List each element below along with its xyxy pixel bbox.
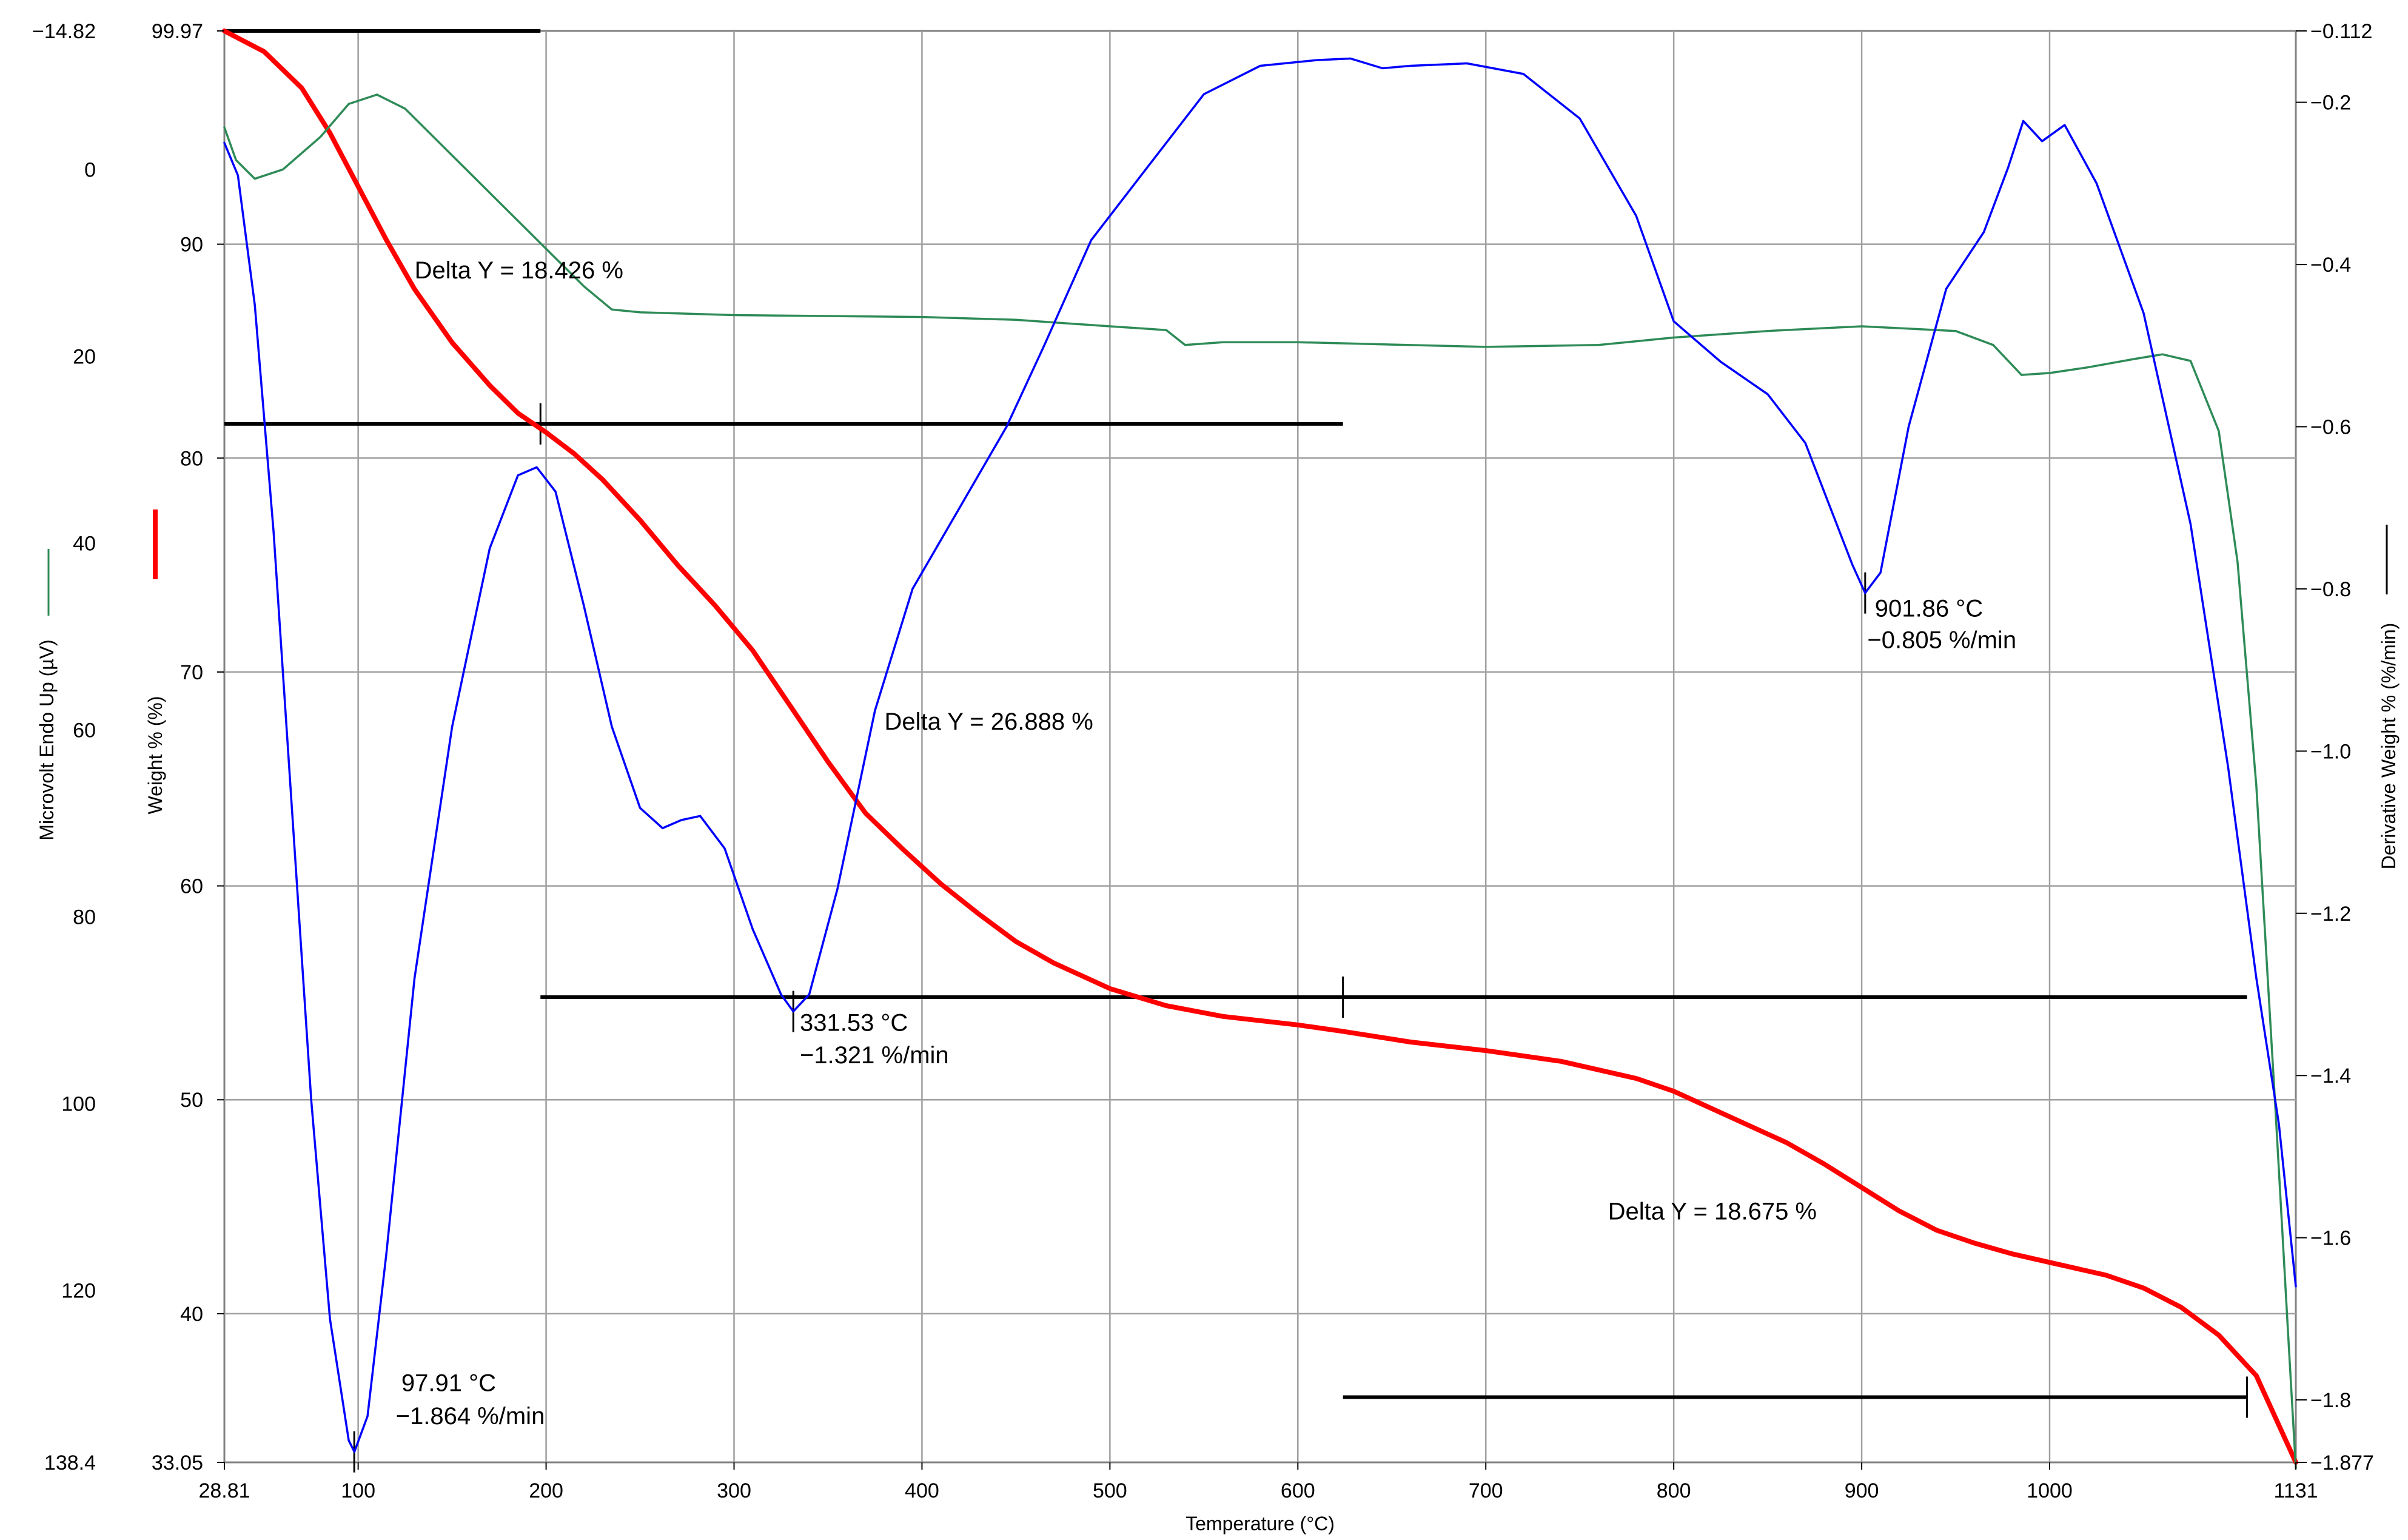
derivative-tick-label: −1.0 <box>2310 740 2351 763</box>
weight-tick-label: 50 <box>180 1089 203 1112</box>
x-tick-label: 100 <box>341 1479 375 1502</box>
weight-tick-label: 40 <box>180 1303 203 1326</box>
microvolt-tick-label: 20 <box>73 345 96 368</box>
axis-titles: Temperature (°C) Microvolt Endo Up (µV) We… <box>36 509 2400 1535</box>
weight-tick-label: 33.05 <box>152 1451 203 1474</box>
weight-tick-label: 90 <box>180 234 203 257</box>
series-layer <box>222 29 2298 1469</box>
microvolt-series-line <box>223 93 2297 1469</box>
annotation-label: Delta Y = 18.675 % <box>1608 1199 1817 1225</box>
microvolt-tick-label: 80 <box>73 906 96 929</box>
x-tick-label: 1131 <box>2273 1479 2318 1502</box>
derivative-tick-label: −0.112 <box>2310 20 2372 43</box>
microvolt-tick-label: 100 <box>61 1093 96 1116</box>
grid <box>224 31 2296 1462</box>
x-tick-label: 300 <box>717 1479 751 1502</box>
x-tick-label: 600 <box>1281 1479 1315 1502</box>
x-tick-label: 800 <box>1657 1479 1691 1502</box>
derivative-tick-label: −0.2 <box>2310 92 2351 115</box>
annotation-label: Delta Y = 26.888 % <box>884 708 1093 735</box>
weight-tick-label: 60 <box>180 875 203 898</box>
derivative-tick-label: −1.6 <box>2310 1227 2351 1250</box>
derivative-tick-label: −1.8 <box>2310 1389 2351 1412</box>
x-tick-label: 1000 <box>2027 1479 2073 1502</box>
annotation-label: 901.86 °C <box>1875 595 1983 622</box>
weight-tick-label: 80 <box>180 447 203 470</box>
derivative-series-line <box>223 57 2297 1453</box>
derivative-tick-label: −1.2 <box>2310 903 2351 926</box>
weight-series-line <box>222 29 2298 1465</box>
weight-tick-label: 99.97 <box>152 20 203 43</box>
derivative-tick-label: −0.6 <box>2310 416 2351 439</box>
x-tick-label: 400 <box>905 1479 939 1502</box>
derivative-tick-label: −0.8 <box>2310 578 2351 601</box>
annotation-label: Delta Y = 18.426 % <box>415 257 623 284</box>
x-axis-title: Temperature (°C) <box>1186 1513 1335 1535</box>
derivative-tick-label: −1.4 <box>2310 1064 2351 1088</box>
step-markers <box>224 29 2248 1473</box>
annotations: Delta Y = 18.426 % Delta Y = 26.888 % Delt… <box>396 257 2016 1430</box>
x-tick-label: 28.81 <box>198 1479 250 1502</box>
x-tick-label: 900 <box>1845 1479 1879 1502</box>
x-tick-label: 700 <box>1469 1479 1503 1502</box>
plot-frame <box>223 30 2297 1464</box>
weight-tick-label: 70 <box>180 661 203 684</box>
annotation-label: −1.321 %/min <box>800 1042 949 1069</box>
annotation-label: −0.805 %/min <box>1867 627 2016 654</box>
weight-axis-title: Weight % (%) <box>144 696 166 814</box>
annotation-label: 331.53 °C <box>800 1010 908 1037</box>
derivative-tick-label: −0.4 <box>2310 254 2351 277</box>
microvolt-tick-label: 0 <box>84 158 96 181</box>
annotation-label: 97.91 °C <box>401 1370 496 1396</box>
microvolt-tick-label: −14.82 <box>32 20 96 43</box>
microvolt-tick-label: 40 <box>73 532 96 555</box>
annotation-label: −1.864 %/min <box>396 1403 545 1430</box>
tick-labels: 28.81 100 200 300 400 500 600 700 800 900 1000 1131… <box>32 20 2374 1502</box>
x-tick-label: 200 <box>529 1479 563 1502</box>
microvolt-axis-title: Microvolt Endo Up (µV) <box>36 639 58 840</box>
microvolt-tick-label: 120 <box>61 1280 96 1303</box>
x-tick-label: 500 <box>1093 1479 1127 1502</box>
derivative-tick-label: −1.877 <box>2310 1451 2374 1474</box>
derivative-axis-title: Derivative Weight % (%/min) <box>2378 623 2400 870</box>
microvolt-tick-label: 60 <box>73 719 96 742</box>
microvolt-tick-label: 138.4 <box>44 1451 96 1474</box>
